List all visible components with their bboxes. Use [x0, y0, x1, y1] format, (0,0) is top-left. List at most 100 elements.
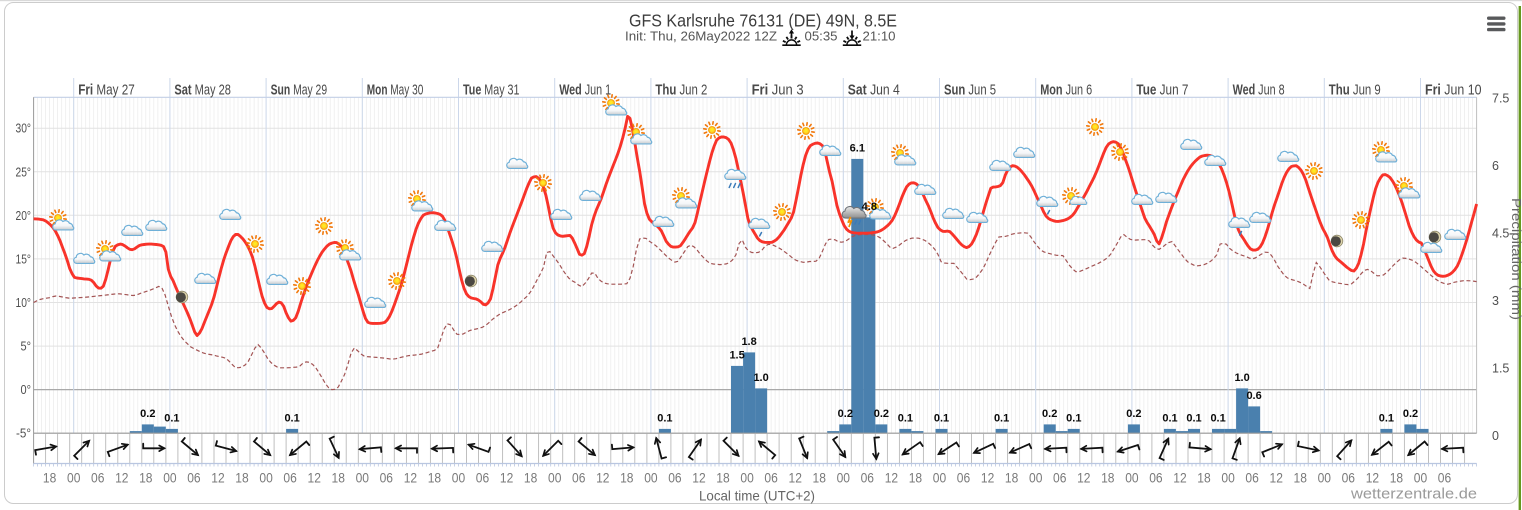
svg-text:18: 18 — [1390, 470, 1404, 486]
svg-text:00: 00 — [740, 470, 754, 486]
svg-text:5°: 5° — [21, 340, 32, 354]
svg-text:12: 12 — [308, 470, 322, 486]
svg-text:06: 06 — [283, 470, 297, 486]
svg-text:Fri May 27: Fri May 27 — [78, 82, 135, 99]
svg-text:12: 12 — [885, 470, 899, 486]
svg-text:06: 06 — [91, 470, 105, 486]
svg-text:0.1: 0.1 — [657, 413, 672, 425]
svg-text:25°: 25° — [16, 165, 32, 179]
svg-text:18: 18 — [428, 470, 442, 486]
svg-text:0°: 0° — [21, 383, 32, 397]
svg-text:12: 12 — [1270, 470, 1284, 486]
svg-text:12: 12 — [596, 470, 610, 486]
svg-text:0: 0 — [1492, 429, 1499, 443]
svg-text:00: 00 — [548, 470, 562, 486]
svg-text:06: 06 — [1149, 470, 1163, 486]
svg-text:Sun May 29: Sun May 29 — [271, 82, 328, 99]
svg-text:06: 06 — [957, 470, 971, 486]
svg-text:7.5: 7.5 — [1492, 92, 1509, 106]
svg-text:12: 12 — [692, 470, 706, 486]
svg-text:21:10: 21:10 — [862, 29, 895, 44]
svg-text:06: 06 — [764, 470, 778, 486]
svg-text:18: 18 — [620, 470, 634, 486]
svg-text:00: 00 — [259, 470, 273, 486]
svg-text:0.1: 0.1 — [1186, 413, 1201, 425]
svg-text:6: 6 — [1492, 159, 1499, 173]
svg-text:18: 18 — [716, 470, 730, 486]
svg-text:06: 06 — [1245, 470, 1259, 486]
svg-text:Sun Jun 5: Sun Jun 5 — [944, 82, 996, 99]
svg-text:00: 00 — [1125, 470, 1139, 486]
svg-text:0.1: 0.1 — [164, 413, 179, 425]
svg-text:00: 00 — [1414, 470, 1428, 486]
svg-text:06: 06 — [1438, 470, 1452, 486]
svg-text:06: 06 — [668, 470, 682, 486]
svg-text:18: 18 — [813, 470, 827, 486]
svg-text:06: 06 — [572, 470, 586, 486]
svg-text:12: 12 — [1077, 470, 1091, 486]
svg-text:00: 00 — [1221, 470, 1235, 486]
svg-text:0.1: 0.1 — [994, 413, 1009, 425]
svg-text:18: 18 — [1101, 470, 1115, 486]
svg-text:18: 18 — [909, 470, 923, 486]
svg-text:0.1: 0.1 — [284, 413, 299, 425]
svg-text:20°: 20° — [16, 209, 32, 223]
svg-text:Wed Jun 1: Wed Jun 1 — [559, 82, 611, 99]
svg-text:Sat May 28: Sat May 28 — [174, 82, 231, 99]
svg-text:0.1: 0.1 — [1162, 413, 1177, 425]
svg-text:0.2: 0.2 — [140, 408, 155, 420]
svg-text:Fri Jun 3: Fri Jun 3 — [752, 82, 804, 99]
svg-text:-5°: -5° — [16, 427, 31, 441]
svg-text:Init: Thu, 26May2022 12Z: Init: Thu, 26May2022 12Z — [625, 29, 777, 44]
svg-text:06: 06 — [861, 470, 875, 486]
svg-text:00: 00 — [67, 470, 81, 486]
svg-text:12: 12 — [211, 470, 225, 486]
svg-text:3: 3 — [1492, 294, 1499, 308]
svg-text:05:35: 05:35 — [804, 29, 837, 44]
svg-text:0.1: 0.1 — [1379, 413, 1394, 425]
svg-text:1.8: 1.8 — [741, 336, 756, 348]
svg-text:Local time (UTC+2): Local time (UTC+2) — [699, 488, 815, 504]
svg-text:18: 18 — [43, 470, 57, 486]
svg-text:12: 12 — [789, 470, 803, 486]
svg-text:18: 18 — [1197, 470, 1211, 486]
svg-text:06: 06 — [380, 470, 394, 486]
svg-text:18: 18 — [1294, 470, 1308, 486]
svg-text:00: 00 — [452, 470, 466, 486]
svg-text:0.1: 0.1 — [934, 413, 949, 425]
svg-text:00: 00 — [644, 470, 658, 486]
svg-text:1.5: 1.5 — [729, 350, 744, 362]
svg-text:6.1: 6.1 — [850, 143, 865, 155]
svg-text:Mon Jun 6: Mon Jun 6 — [1040, 82, 1092, 99]
svg-text:18: 18 — [139, 470, 153, 486]
svg-text:0.2: 0.2 — [1403, 408, 1418, 420]
svg-text:Tue Jun 7: Tue Jun 7 — [1136, 82, 1188, 99]
svg-text:30°: 30° — [16, 122, 32, 136]
svg-text:12: 12 — [404, 470, 418, 486]
svg-text:Wed Jun 8: Wed Jun 8 — [1233, 82, 1285, 99]
svg-text:0.2: 0.2 — [838, 408, 853, 420]
svg-text:0.6: 0.6 — [1246, 390, 1261, 402]
svg-text:0.2: 0.2 — [1126, 408, 1141, 420]
svg-text:00: 00 — [356, 470, 370, 486]
svg-text:Thu Jun 9: Thu Jun 9 — [1329, 82, 1381, 99]
svg-text:0.2: 0.2 — [1042, 408, 1057, 420]
svg-text:18: 18 — [332, 470, 346, 486]
svg-text:00: 00 — [1029, 470, 1043, 486]
svg-text:06: 06 — [187, 470, 201, 486]
svg-text:Precipitation (mm): Precipitation (mm) — [1509, 198, 1522, 320]
svg-text:4.8: 4.8 — [862, 201, 877, 213]
svg-text:12: 12 — [115, 470, 129, 486]
svg-text:10°: 10° — [16, 296, 32, 310]
svg-text:00: 00 — [933, 470, 947, 486]
svg-text:18: 18 — [235, 470, 249, 486]
svg-text:1.0: 1.0 — [753, 372, 768, 384]
svg-text:1.0: 1.0 — [1234, 372, 1249, 384]
svg-text:15°: 15° — [16, 252, 32, 266]
svg-text:12: 12 — [1366, 470, 1380, 486]
svg-text:0.1: 0.1 — [1210, 413, 1225, 425]
svg-text:4.5: 4.5 — [1492, 227, 1509, 241]
svg-text:Fri Jun 10: Fri Jun 10 — [1425, 82, 1482, 99]
svg-text:06: 06 — [1053, 470, 1067, 486]
svg-text:06: 06 — [1342, 470, 1356, 486]
